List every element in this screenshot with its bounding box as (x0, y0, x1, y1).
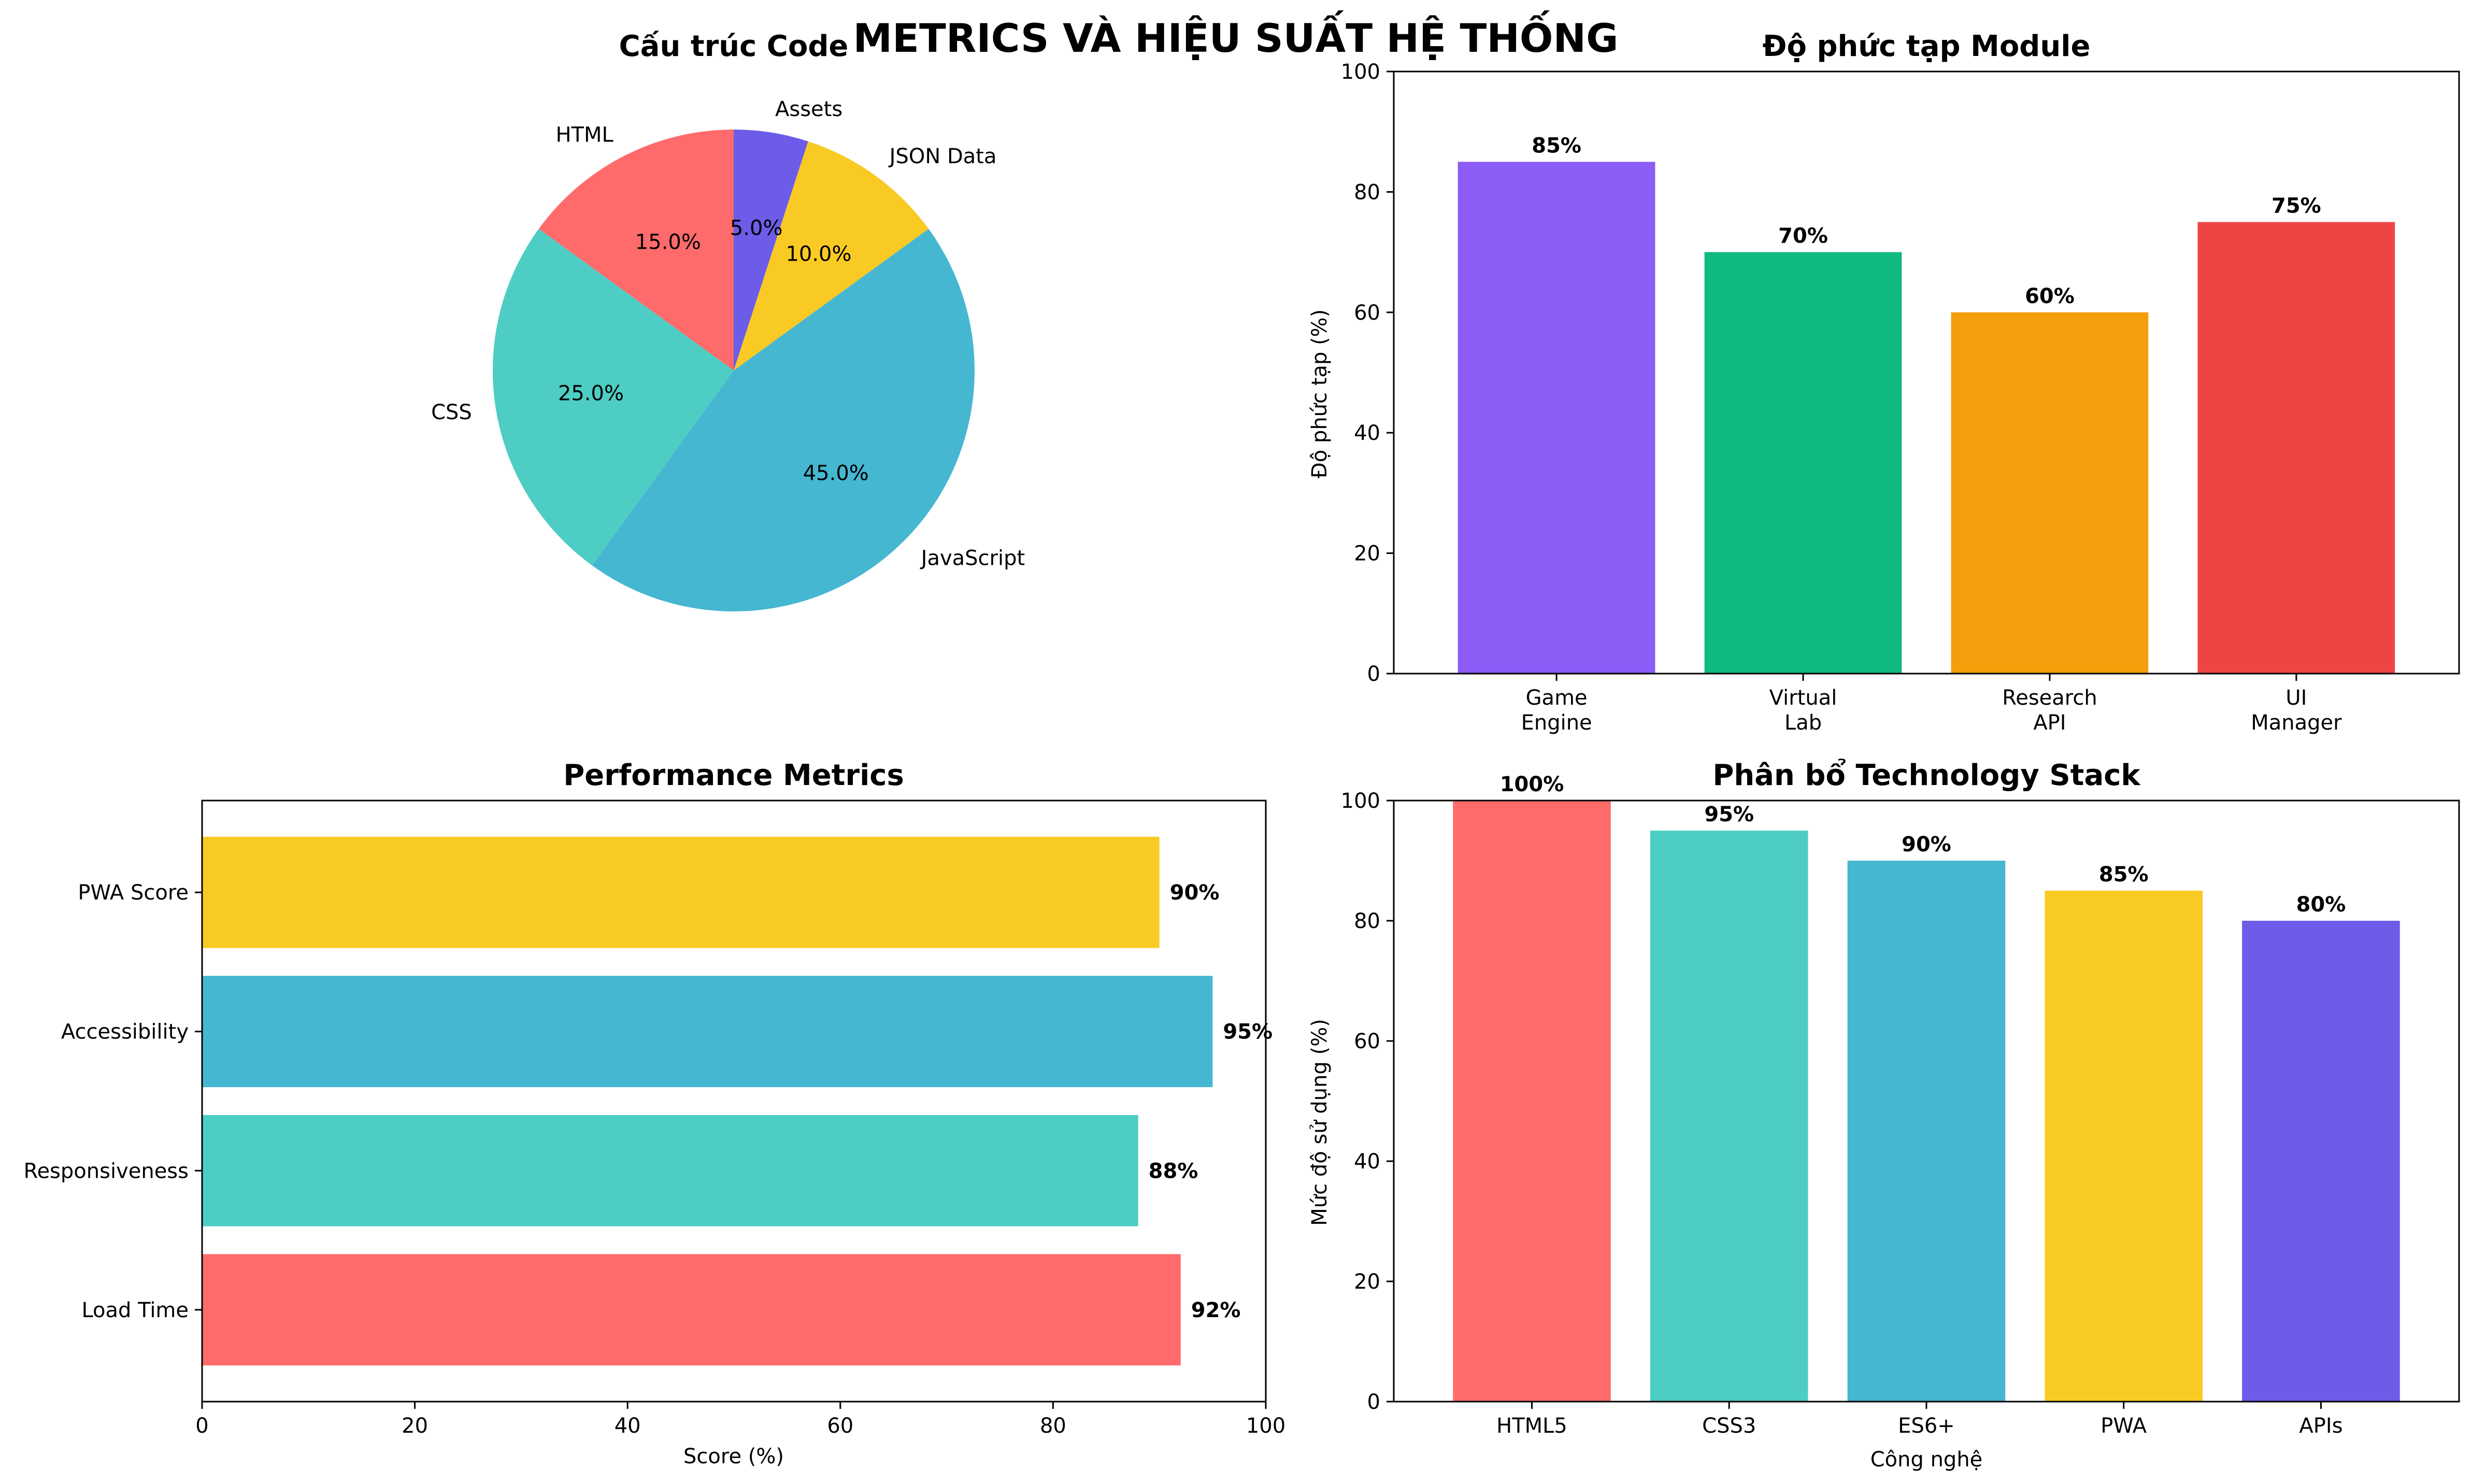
pie-chart-code-structure: Cấu trúc Code HTML 15.0% CSS 25.0% JavaScrip… (431, 30, 1025, 611)
module-xtick-label: Manager (2251, 711, 2342, 735)
performance-ytick-label: PWA Score (78, 881, 189, 905)
pie-slice-json-data (734, 141, 929, 370)
module-chart-ylabel: Độ phức tạp (%) (1308, 309, 1332, 479)
tech-value-label: 100% (1500, 773, 1564, 796)
pie-slice-html (538, 130, 734, 370)
tech-value-label: 80% (2296, 893, 2346, 917)
figure-suptitle: METRICS VÀ HIỆU SUẤT HỆ THỐNG (853, 10, 1618, 61)
pie-chart-title: Cấu trúc Code (619, 30, 849, 63)
pie-slice-assets (734, 130, 808, 370)
performance-xtick-label: 80 (1040, 1414, 1066, 1438)
pie-slice-css (493, 229, 734, 566)
tech-xtick-label: ES6+ (1898, 1414, 1955, 1438)
performance-xtick-label: 40 (615, 1414, 641, 1438)
module-xtick-label: Research (2002, 686, 2097, 710)
performance-metrics-chart: Performance Metrics Score (%) 92% 88% 95% 9… (23, 759, 1285, 1468)
module-ytick-label: 0 (1367, 662, 1380, 686)
tech-chart-title: Phân bổ Technology Stack (1712, 759, 2141, 792)
performance-ytick-label: Accessibility (61, 1020, 189, 1044)
performance-bar (202, 836, 1160, 948)
technology-stack-chart: Phân bổ Technology Stack Công nghệ Mức đ… (1308, 759, 2460, 1472)
module-bar (1704, 252, 1902, 674)
pie-slice-javascript (592, 229, 975, 611)
tech-chart-ylabel: Mức độ sử dụng (%) (1308, 1019, 1332, 1225)
pie-label: HTML (555, 123, 613, 147)
tech-bar (1847, 861, 2006, 1402)
pie-percent-label: 25.0% (558, 382, 624, 406)
module-xtick-label: Game (1526, 686, 1588, 710)
tech-value-label: 95% (1704, 803, 1754, 826)
performance-chart-title: Performance Metrics (563, 759, 904, 792)
performance-value-label: 88% (1149, 1159, 1198, 1183)
performance-chart-xlabel: Score (%) (683, 1445, 784, 1468)
module-xtick-label: Engine (1521, 711, 1592, 735)
tech-bar (1453, 801, 1611, 1402)
module-ytick-label: 80 (1354, 180, 1380, 204)
module-bar (1951, 312, 2149, 674)
performance-bar (202, 976, 1213, 1088)
tech-xtick-label: HTML5 (1496, 1414, 1567, 1438)
module-bar (1458, 162, 1655, 674)
tech-value-label: 85% (2099, 863, 2149, 887)
pie-label: Assets (775, 97, 842, 121)
module-complexity-chart: Độ phức tạp Module Độ phức tạp (%) 85% 70… (1308, 30, 2460, 735)
module-ytick-label: 40 (1354, 421, 1380, 445)
pie-label: CSS (431, 401, 472, 424)
tech-bar (1650, 831, 1808, 1402)
performance-xtick-label: 60 (827, 1414, 853, 1438)
module-xtick-label: API (2033, 711, 2066, 735)
pie-percent-label: 45.0% (803, 461, 869, 485)
pie-percent-label: 5.0% (730, 216, 783, 240)
performance-bar (202, 1254, 1181, 1366)
module-xtick-label: Virtual (1769, 686, 1837, 710)
performance-value-label: 95% (1223, 1020, 1273, 1044)
performance-axes-frame (201, 800, 1267, 1403)
tech-ytick-label: 20 (1354, 1270, 1380, 1294)
module-value-label: 75% (2271, 194, 2321, 218)
module-xtick-label: Lab (1784, 711, 1822, 735)
performance-xtick-label: 0 (195, 1414, 208, 1438)
tech-bar (2242, 921, 2400, 1402)
pie-label: JavaScript (920, 547, 1025, 570)
module-ytick-label: 100 (1341, 60, 1380, 84)
tech-ytick-label: 80 (1354, 909, 1380, 933)
performance-ytick-label: Responsiveness (23, 1159, 189, 1183)
module-axes-frame (1393, 70, 2460, 675)
pie-percent-label: 10.0% (785, 242, 851, 266)
module-value-label: 70% (1778, 224, 1828, 248)
tech-ytick-label: 0 (1367, 1390, 1380, 1414)
tech-ytick-label: 60 (1354, 1030, 1380, 1053)
performance-value-label: 90% (1170, 881, 1220, 905)
tech-ytick-label: 40 (1354, 1150, 1380, 1174)
tech-bar (2045, 891, 2203, 1402)
module-ytick-label: 60 (1354, 301, 1380, 325)
tech-xtick-label: CSS3 (1702, 1414, 1756, 1438)
performance-xtick-label: 20 (402, 1414, 428, 1438)
performance-ytick-label: Load Time (81, 1299, 189, 1322)
tech-xtick-label: APIs (2299, 1414, 2342, 1438)
pie-label: JSON Data (888, 145, 997, 168)
performance-bar (202, 1115, 1138, 1226)
module-value-label: 85% (1532, 134, 1581, 158)
module-ytick-label: 20 (1354, 542, 1380, 566)
tech-ytick-label: 100 (1341, 789, 1380, 813)
performance-xtick-label: 100 (1246, 1414, 1285, 1438)
tech-xtick-label: PWA (2101, 1414, 2147, 1438)
module-value-label: 60% (2025, 284, 2075, 308)
performance-value-label: 92% (1191, 1299, 1241, 1322)
module-xtick-label: UI (2285, 686, 2307, 710)
tech-value-label: 90% (1902, 833, 1951, 857)
module-bar (2197, 222, 2395, 674)
tech-chart-xlabel: Công nghệ (1870, 1448, 1983, 1472)
pie-percent-label: 15.0% (635, 230, 701, 254)
module-chart-title: Độ phức tạp Module (1763, 30, 2091, 63)
